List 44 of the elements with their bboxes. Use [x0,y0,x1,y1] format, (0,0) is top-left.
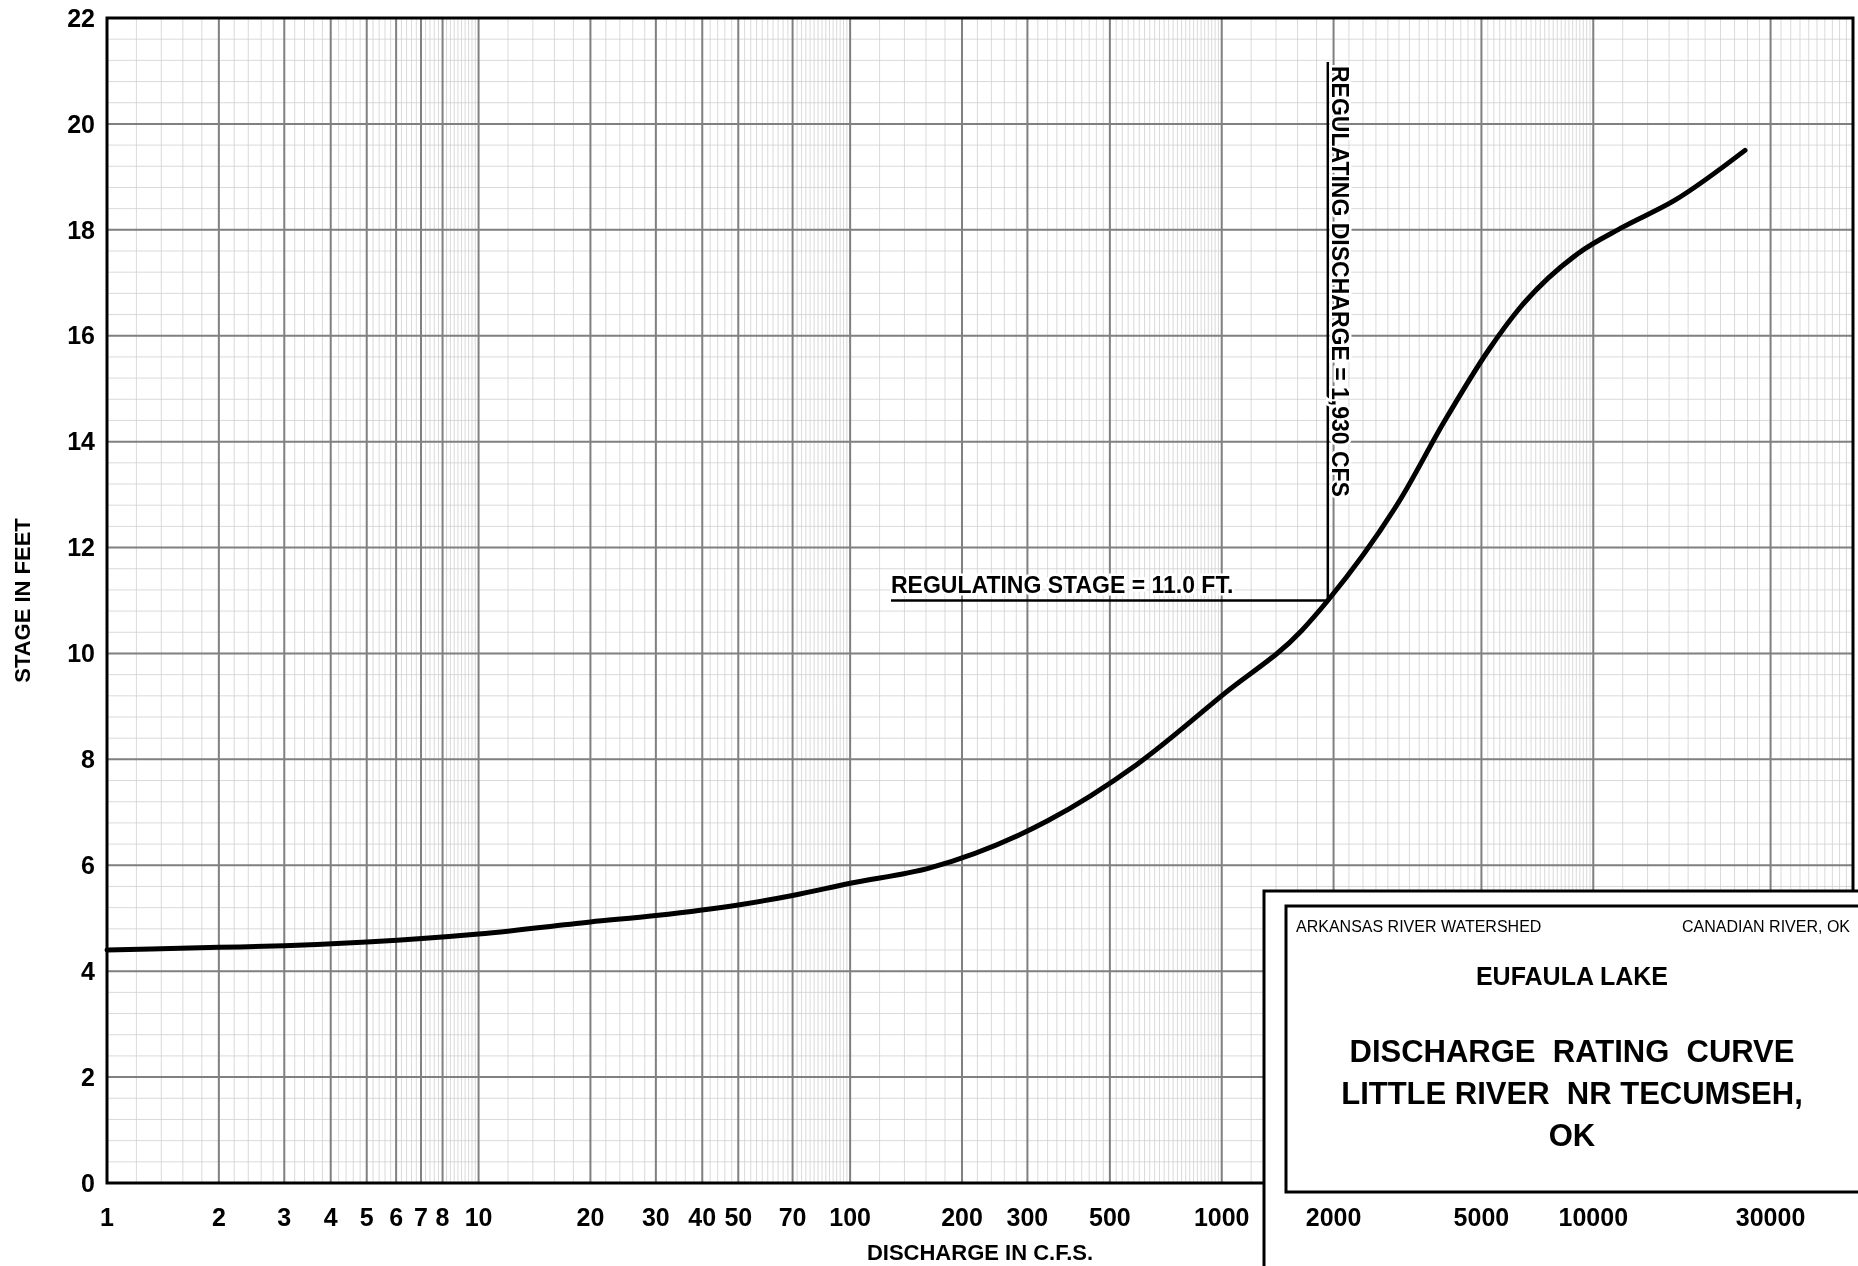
x-tick-label: 10000 [1558,1203,1629,1231]
x-tick-label: 3 [277,1203,292,1231]
x-tick-label: 200 [941,1203,983,1231]
x-tick-label: 500 [1089,1203,1131,1231]
y-tick-label: 6 [81,851,95,880]
x-tick-label: 300 [1006,1203,1049,1231]
y-tick-label: 4 [81,956,96,985]
x-tick-label: 1000 [1193,1203,1250,1231]
x-axis-title: DISCHARGE IN C.F.S. [866,1240,1094,1265]
annotation: CANADIAN RIVER, OK [1681,918,1851,935]
x-tick-label: 40 [688,1203,717,1231]
ref-line-label: REGULATING STAGE = 11.0 FT. [891,571,1234,598]
ref-line-label: REGULATING DISCHARGE = 1,930 CFS [1326,66,1353,497]
x-tick-label: 8 [435,1203,450,1231]
y-tick-label: 14 [67,427,96,456]
y-tick-label: 18 [67,215,96,244]
x-tick-label: 7 [414,1203,428,1231]
annotation: ARKANSAS RIVER WATERSHED [1296,918,1542,935]
y-tick-label: 16 [67,321,95,350]
x-tick-label: 50 [724,1203,753,1231]
y-tick-label: 2 [81,1062,95,1091]
text: DISCHARGE RATING CURVE [1349,1034,1795,1069]
x-tick-label: 10 [464,1203,493,1231]
x-tick-label: 30000 [1735,1203,1806,1231]
y-tick-label: 8 [81,745,96,774]
x-tick-label: 5000 [1453,1203,1510,1231]
text: LITTLE RIVER NR TECUMSEH, OK [1341,1076,1803,1153]
x-tick-label: 2 [211,1203,226,1231]
y-tick-label: 10 [67,639,95,668]
y-tick-label: 20 [67,109,95,138]
y-tick-label: 22 [67,3,95,32]
x-tick-label: 5 [359,1203,374,1231]
x-tick-label: 2000 [1305,1203,1362,1231]
x-tick-label: 1 [100,1203,115,1231]
y-axis-title: STAGE IN FEET [10,517,35,683]
x-tick-label: 6 [389,1203,404,1231]
y-tick-label: 0 [81,1168,95,1197]
x-tick-label: 30 [641,1203,670,1231]
x-tick-label: 100 [829,1203,871,1231]
y-tick-label: 12 [67,533,95,562]
x-tick-label: 20 [576,1203,605,1231]
annotation: EUFAULA LAKE [1475,962,1669,990]
x-tick-label: 4 [323,1203,338,1231]
x-tick-label: 70 [778,1203,807,1231]
